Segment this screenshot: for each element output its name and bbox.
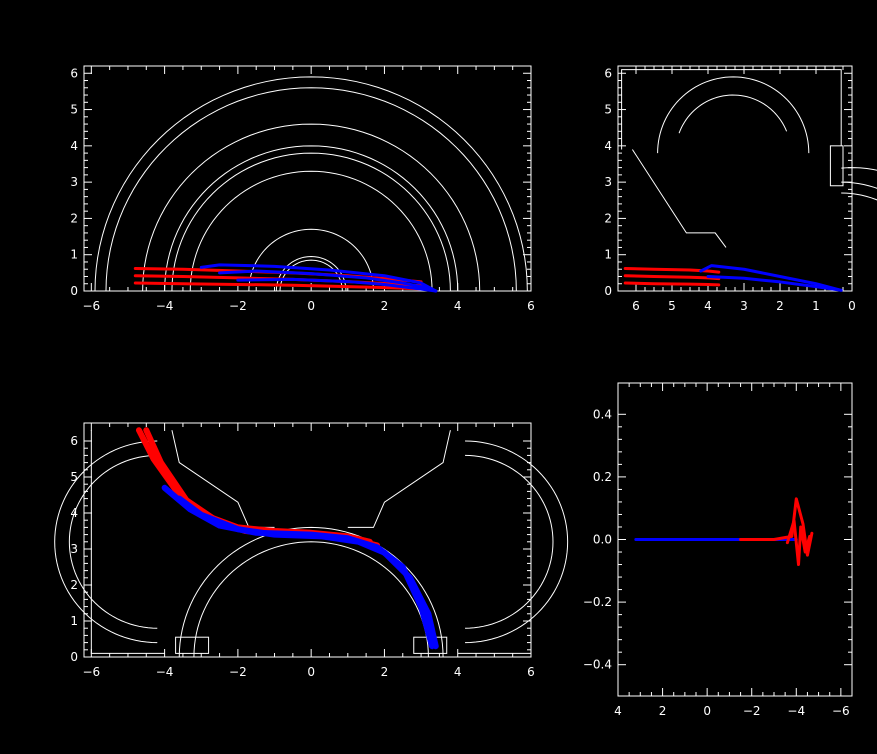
trajectory-series-5 <box>706 274 843 292</box>
y-tick-label: 1 <box>70 248 78 262</box>
trajectory-series-3 <box>623 281 721 287</box>
outline-arc <box>54 440 158 644</box>
y-tick-label: 3 <box>604 175 612 189</box>
panel-bottom-right: 4 2 0 −2 −4 −6 0.4 0.2 0.0 −0.2 −0.4 <box>583 382 853 718</box>
outline-port <box>829 145 844 187</box>
y-tick-label: −0.4 <box>583 658 612 672</box>
trajectory-series-4 <box>699 264 843 292</box>
x-tick-label: 5 <box>668 299 676 313</box>
outline-arc <box>105 87 517 292</box>
axes-frame <box>83 65 532 292</box>
y-tick-label: 3 <box>70 542 78 556</box>
x-tick-label: −2 <box>229 665 247 679</box>
x-tick-label: 0 <box>307 299 315 313</box>
y-tick-label: −0.2 <box>583 595 612 609</box>
x-tick-label: 2 <box>659 704 667 718</box>
y-tick-label: 0 <box>604 284 612 298</box>
outline-arc <box>465 454 554 629</box>
outline-wedge <box>631 149 727 248</box>
x-tick-label: 6 <box>527 665 535 679</box>
x-tick-label: 4 <box>614 704 622 718</box>
x-tick-label: 3 <box>740 299 748 313</box>
x-tick-label: −6 <box>82 665 100 679</box>
y-tick-label: 5 <box>604 103 612 117</box>
y-tick-label: 0.4 <box>593 407 612 421</box>
y-tick-label: 6 <box>70 434 78 448</box>
trajectory-series-4 <box>199 263 438 293</box>
outline-wall <box>90 430 165 654</box>
y-tick-label: 2 <box>604 211 612 225</box>
outline-arc <box>841 192 877 201</box>
y-tick-label: 0 <box>70 650 78 664</box>
outline-port <box>175 636 210 654</box>
trajectory-series-5 <box>218 269 438 293</box>
outline-arc <box>841 181 877 189</box>
x-tick-label: −2 <box>743 704 761 718</box>
y-tick-label: 0.0 <box>593 533 612 547</box>
x-tick-label: 2 <box>776 299 784 313</box>
outline-box-inner <box>621 69 842 150</box>
axes-frame <box>617 65 853 292</box>
x-tick-label: −2 <box>229 299 247 313</box>
trajectory-series-3 <box>785 519 812 567</box>
panel-top-left: −6 −4 −2 0 2 4 6 0 1 2 3 4 5 6 <box>70 65 535 313</box>
x-tick-label: 0 <box>848 299 856 313</box>
x-tick-label: 2 <box>381 665 389 679</box>
outline-wedge <box>171 430 275 528</box>
outline-wall <box>457 430 532 654</box>
y-tick-label: 5 <box>70 103 78 117</box>
trajectory-series-6 <box>236 277 438 293</box>
trajectory-series-4 <box>176 495 439 650</box>
y-tick-label: 5 <box>70 470 78 484</box>
outline-arc <box>171 152 451 292</box>
y-tick-label: 4 <box>604 139 612 153</box>
x-tick-label: −4 <box>156 665 174 679</box>
trajectory-series-1 <box>623 267 721 274</box>
outline-arc <box>465 440 569 644</box>
y-tick-label: 4 <box>70 139 78 153</box>
x-tick-label: 4 <box>454 299 462 313</box>
x-tick-label: 4 <box>704 299 712 313</box>
y-tick-label: 1 <box>70 614 78 628</box>
y-tick-label: 0 <box>70 284 78 298</box>
x-tick-label: 2 <box>381 299 389 313</box>
outline-arc <box>164 145 459 292</box>
x-tick-label: −4 <box>787 704 805 718</box>
y-tick-label: 1 <box>604 248 612 262</box>
y-tick-label: 2 <box>70 211 78 225</box>
outline-arc <box>657 76 810 154</box>
panel-top-right: 6 5 4 3 2 1 0 0 1 2 3 4 5 6 <box>604 65 877 313</box>
x-tick-label: 1 <box>812 299 820 313</box>
y-tick-label: 6 <box>70 66 78 80</box>
outline-arc <box>189 170 433 292</box>
outline-arc <box>841 167 877 171</box>
x-tick-label: 6 <box>632 299 640 313</box>
outline-arc <box>94 76 528 292</box>
x-tick-label: 6 <box>527 299 535 313</box>
x-tick-label: −4 <box>156 299 174 313</box>
x-tick-label: −6 <box>832 704 850 718</box>
outline-arc <box>68 454 158 629</box>
x-tick-label: 0 <box>307 665 315 679</box>
outline-wedge <box>347 430 451 528</box>
y-tick-label: 3 <box>70 175 78 189</box>
outline-arc <box>178 526 444 658</box>
outline-arc <box>248 228 374 292</box>
trajectory-series-2 <box>739 497 814 557</box>
y-tick-label: 2 <box>70 578 78 592</box>
x-tick-label: −6 <box>82 299 100 313</box>
outline-arc <box>142 123 481 292</box>
outline-arc <box>678 94 788 134</box>
y-tick-label: 0.2 <box>593 470 612 484</box>
x-tick-label: 4 <box>454 665 462 679</box>
y-tick-label: 6 <box>604 66 612 80</box>
outline-arc <box>193 541 429 658</box>
trajectory-series-2 <box>623 274 721 281</box>
outline-box <box>617 65 852 150</box>
x-tick-label: 0 <box>703 704 711 718</box>
